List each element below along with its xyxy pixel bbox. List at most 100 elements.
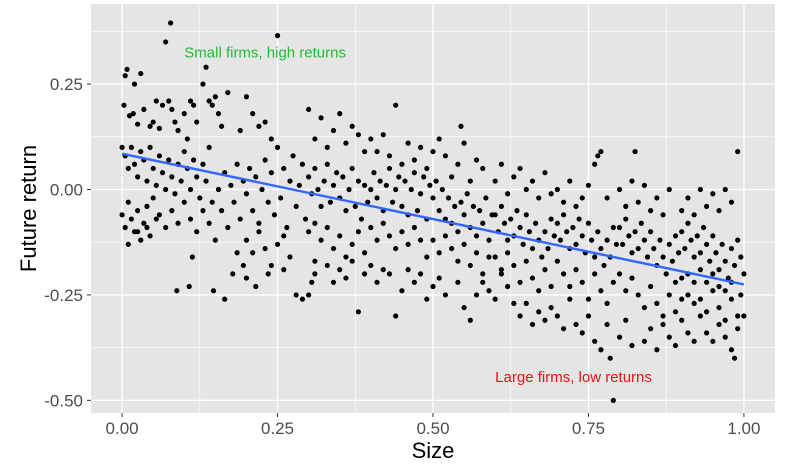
data-point bbox=[666, 241, 672, 247]
data-point bbox=[209, 199, 215, 205]
data-point bbox=[324, 224, 330, 231]
data-point bbox=[697, 296, 703, 302]
data-point bbox=[181, 111, 187, 117]
data-point bbox=[246, 165, 253, 172]
annotation-low-returns: Large firms, low returns bbox=[495, 369, 652, 386]
data-point bbox=[455, 258, 461, 264]
data-point bbox=[119, 212, 125, 218]
data-point bbox=[654, 300, 660, 306]
data-point bbox=[455, 279, 461, 285]
data-point bbox=[685, 292, 691, 298]
data-point bbox=[424, 254, 430, 260]
data-point bbox=[355, 178, 361, 184]
data-point bbox=[349, 241, 355, 247]
data-point bbox=[477, 208, 483, 214]
data-point bbox=[377, 178, 383, 184]
data-point bbox=[480, 271, 486, 277]
data-point bbox=[623, 288, 629, 294]
data-point bbox=[312, 271, 318, 277]
data-point bbox=[125, 241, 131, 247]
data-point bbox=[122, 224, 128, 231]
data-point bbox=[408, 186, 414, 193]
data-point bbox=[231, 199, 237, 205]
data-point bbox=[542, 170, 548, 176]
data-point bbox=[197, 195, 203, 201]
data-point bbox=[616, 186, 623, 193]
data-point bbox=[355, 309, 361, 315]
data-point bbox=[710, 288, 716, 294]
data-point bbox=[265, 271, 271, 277]
data-point bbox=[511, 262, 517, 269]
data-point bbox=[358, 216, 365, 222]
data-point bbox=[573, 321, 579, 328]
data-point bbox=[672, 342, 679, 349]
data-point bbox=[210, 288, 217, 294]
fit-line bbox=[121, 152, 745, 286]
data-point bbox=[679, 317, 685, 323]
data-point bbox=[306, 106, 312, 113]
data-point bbox=[337, 111, 343, 117]
data-point bbox=[124, 66, 130, 72]
data-point bbox=[122, 73, 128, 79]
data-point bbox=[343, 140, 349, 146]
data-point bbox=[704, 241, 710, 247]
data-point bbox=[135, 121, 141, 127]
data-point bbox=[393, 313, 399, 319]
data-point bbox=[296, 182, 302, 188]
data-point bbox=[679, 275, 685, 281]
data-point bbox=[523, 212, 529, 218]
data-point bbox=[632, 148, 638, 155]
data-point bbox=[461, 212, 467, 218]
data-point bbox=[215, 111, 222, 117]
data-point bbox=[735, 326, 741, 332]
data-point bbox=[265, 199, 271, 205]
data-point bbox=[386, 153, 393, 159]
fit-line-group bbox=[121, 152, 745, 286]
data-point bbox=[691, 338, 697, 344]
data-point bbox=[153, 216, 159, 222]
data-point bbox=[368, 224, 374, 231]
data-point bbox=[405, 241, 411, 247]
data-point bbox=[598, 347, 604, 353]
data-point bbox=[346, 186, 352, 193]
data-point bbox=[644, 254, 651, 260]
data-point bbox=[592, 254, 598, 260]
data-point bbox=[147, 144, 153, 150]
data-point bbox=[355, 229, 361, 235]
data-point bbox=[551, 233, 557, 239]
data-point bbox=[588, 237, 595, 243]
data-point bbox=[595, 153, 601, 159]
data-point bbox=[548, 191, 554, 197]
data-point bbox=[697, 186, 703, 193]
data-point bbox=[660, 321, 666, 328]
data-point bbox=[573, 203, 579, 209]
data-point bbox=[498, 161, 504, 167]
data-point bbox=[225, 224, 231, 231]
data-point bbox=[312, 258, 318, 264]
data-point bbox=[362, 182, 368, 188]
data-point bbox=[234, 250, 240, 256]
data-point bbox=[119, 144, 125, 150]
data-point bbox=[393, 102, 399, 108]
data-point bbox=[442, 292, 449, 298]
data-point bbox=[610, 279, 616, 285]
data-point bbox=[169, 208, 175, 214]
data-point bbox=[374, 279, 380, 285]
data-point bbox=[368, 262, 374, 269]
data-point bbox=[293, 203, 299, 209]
data-point bbox=[268, 262, 274, 269]
data-point bbox=[688, 237, 694, 243]
data-point bbox=[371, 170, 377, 176]
data-point bbox=[230, 271, 236, 277]
data-point bbox=[430, 237, 436, 243]
data-point bbox=[554, 220, 560, 226]
data-point bbox=[274, 33, 281, 39]
data-point bbox=[206, 98, 212, 104]
data-point bbox=[256, 123, 262, 129]
data-point bbox=[570, 224, 576, 231]
data-point bbox=[389, 199, 396, 205]
data-point bbox=[523, 300, 529, 306]
data-point bbox=[324, 161, 330, 167]
data-point bbox=[704, 309, 710, 315]
data-point bbox=[187, 98, 194, 104]
